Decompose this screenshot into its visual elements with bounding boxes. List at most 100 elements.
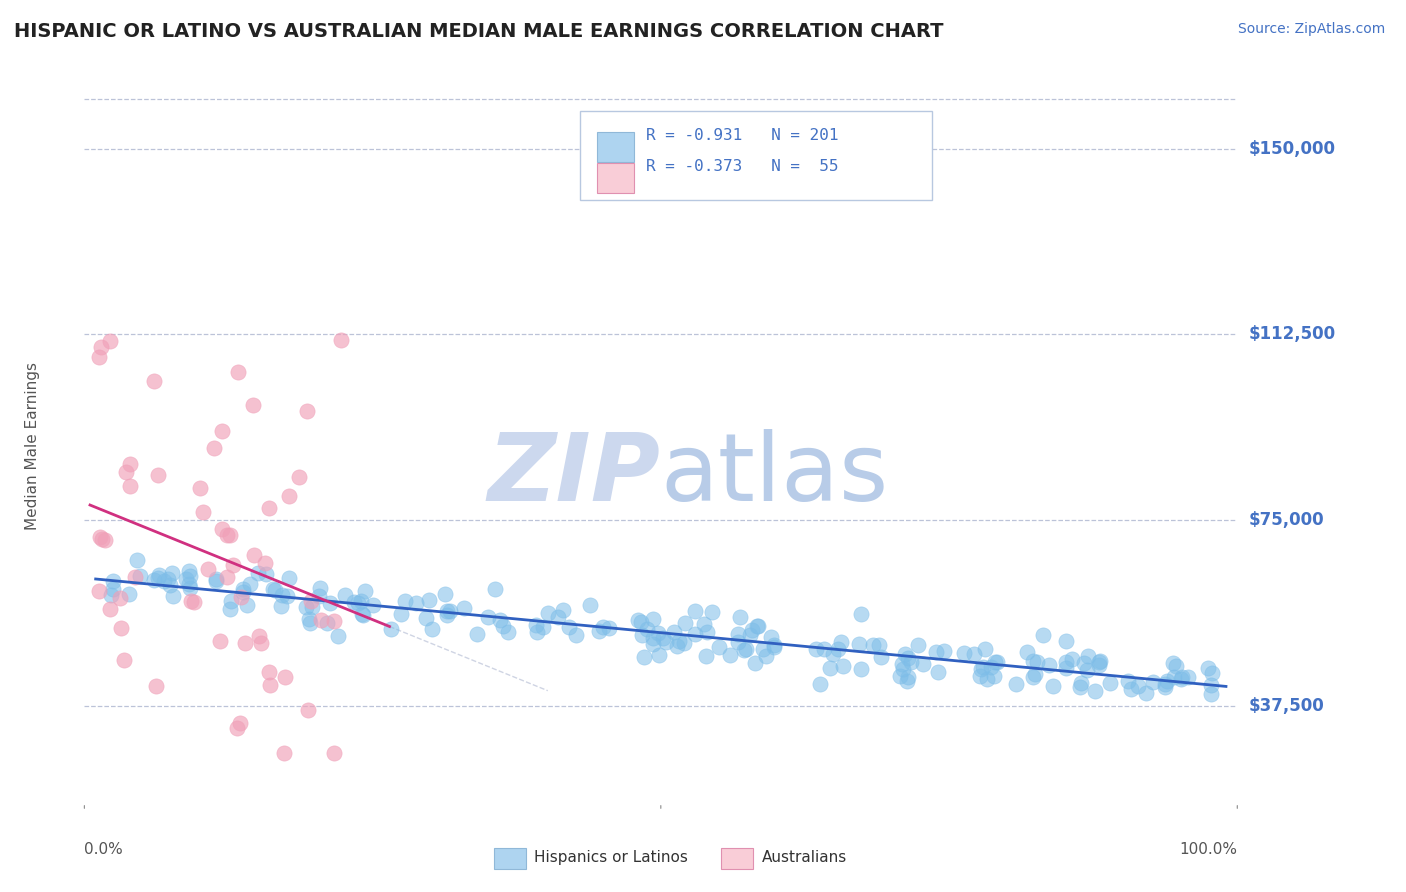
Point: [696, 625, 718, 640]
Text: $112,500: $112,500: [1249, 326, 1336, 343]
Point: [862, 638, 884, 652]
Point: [1177, 670, 1199, 684]
Point: [127, 552, 149, 566]
Point: [439, 604, 461, 618]
Point: [685, 627, 707, 641]
Point: [531, 620, 554, 634]
Point: [830, 635, 852, 649]
Point: [984, 655, 1007, 669]
Point: [1166, 659, 1188, 673]
Point: [588, 624, 610, 638]
Point: [297, 703, 319, 717]
Point: [239, 577, 262, 591]
Point: [211, 522, 233, 536]
Point: [891, 662, 914, 676]
Point: [124, 570, 146, 584]
Point: [232, 585, 254, 599]
Point: [651, 631, 673, 645]
Point: [733, 642, 755, 657]
Point: [897, 651, 920, 665]
Point: [1042, 679, 1064, 693]
Point: [276, 589, 298, 603]
Point: [188, 481, 211, 495]
Point: [630, 615, 652, 629]
Text: Source: ZipAtlas.com: Source: ZipAtlas.com: [1237, 22, 1385, 37]
FancyBboxPatch shape: [494, 847, 526, 869]
Point: [1121, 682, 1143, 697]
Point: [299, 616, 322, 631]
Point: [870, 650, 893, 665]
Point: [264, 582, 287, 597]
Point: [229, 590, 252, 604]
Point: [557, 620, 579, 634]
Point: [695, 649, 717, 664]
Point: [1161, 656, 1184, 670]
Point: [1088, 654, 1111, 668]
Point: [986, 655, 1008, 669]
Point: [673, 636, 696, 650]
Point: [295, 599, 318, 614]
Point: [316, 616, 339, 631]
Point: [1156, 673, 1178, 688]
Point: [380, 622, 402, 636]
Point: [925, 645, 948, 659]
Point: [103, 574, 125, 588]
Point: [179, 569, 201, 583]
Point: [89, 530, 111, 544]
Point: [90, 532, 112, 546]
Point: [498, 625, 520, 640]
Point: [1024, 666, 1046, 681]
Point: [683, 604, 706, 618]
Point: [963, 647, 986, 661]
Point: [322, 614, 344, 628]
FancyBboxPatch shape: [581, 111, 932, 200]
Point: [633, 650, 655, 665]
Point: [98, 601, 121, 615]
Point: [1170, 670, 1192, 684]
Point: [526, 625, 548, 640]
Point: [1126, 679, 1149, 693]
Point: [350, 593, 373, 607]
Point: [157, 572, 180, 586]
Point: [204, 573, 226, 587]
Point: [308, 589, 330, 603]
Point: [1163, 670, 1185, 684]
Text: Median Male Earnings: Median Male Earnings: [25, 362, 39, 530]
Point: [162, 589, 184, 603]
Point: [146, 571, 169, 585]
Point: [243, 548, 266, 562]
Point: [763, 638, 786, 652]
Point: [257, 665, 280, 679]
Point: [333, 588, 356, 602]
Point: [1062, 652, 1084, 666]
Point: [827, 641, 849, 656]
Point: [673, 615, 696, 630]
Text: HISPANIC OR LATINO VS AUSTRALIAN MEDIAN MALE EARNINGS CORRELATION CHART: HISPANIC OR LATINO VS AUSTRALIAN MEDIAN …: [14, 22, 943, 41]
Point: [142, 574, 165, 588]
Point: [1032, 628, 1054, 642]
Point: [759, 630, 782, 644]
Point: [415, 611, 437, 625]
Point: [405, 596, 427, 610]
Point: [418, 593, 440, 607]
Point: [250, 636, 273, 650]
Point: [1170, 672, 1192, 686]
Point: [347, 596, 370, 610]
Point: [551, 603, 574, 617]
Point: [848, 637, 870, 651]
Point: [273, 746, 295, 760]
Point: [179, 581, 201, 595]
FancyBboxPatch shape: [598, 132, 634, 162]
Point: [718, 648, 741, 662]
Point: [278, 570, 301, 584]
Point: [636, 623, 658, 637]
Point: [666, 639, 689, 653]
Point: [420, 623, 443, 637]
Point: [211, 424, 233, 438]
Point: [1084, 683, 1107, 698]
Point: [806, 641, 828, 656]
Point: [191, 505, 214, 519]
Point: [641, 612, 664, 626]
Point: [361, 598, 384, 612]
Point: [162, 566, 184, 580]
